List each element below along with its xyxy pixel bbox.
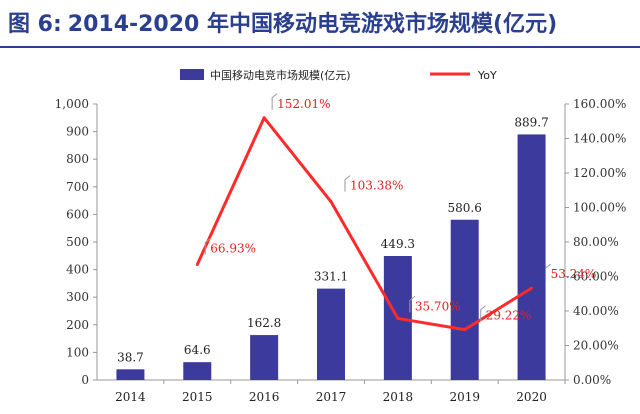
y-left-tick-label: 400: [66, 263, 89, 277]
bar: [116, 369, 145, 380]
yoy-value-label: 103.38%: [350, 179, 403, 193]
legend-line-label: YoY: [477, 69, 497, 82]
y-right-tick-label: 140.00%: [573, 132, 626, 146]
y-right-tick-label: 20.00%: [573, 339, 619, 353]
yoy-label-leader: [480, 305, 487, 322]
title-divider: [0, 46, 640, 48]
yoy-point: [396, 316, 400, 320]
bar-value-label: 38.7: [117, 350, 144, 364]
yoy-label-leader: [344, 175, 351, 192]
x-tick-label: 2015: [182, 390, 213, 404]
yoy-label-leader: [545, 263, 551, 281]
yoy-label-leader: [409, 296, 416, 313]
yoy-point: [530, 286, 534, 290]
bars: [116, 134, 546, 380]
data-labels: 38.7 64.6 162.8 331.1 449.3 580.6 889.7 66.93% 1…: [117, 93, 597, 364]
bar: [450, 219, 479, 380]
y-left-tick-label: 800: [66, 152, 89, 166]
y-left-tick-label: 100: [66, 345, 89, 359]
yoy-point: [463, 328, 467, 332]
x-tick-label: 2018: [383, 390, 414, 404]
yoy-point: [329, 200, 333, 204]
x-tick-label: 2017: [316, 390, 347, 404]
x-tick-label: 2016: [249, 390, 280, 404]
legend: 中国移动电竞市场规模(亿元) YoY: [180, 68, 497, 82]
y-left-tick-label: 200: [66, 318, 89, 332]
legend-bar-label: 中国移动电竞市场规模(亿元): [210, 68, 351, 82]
yoy-point: [262, 116, 266, 120]
y-right-tick-label: 160.00%: [573, 97, 626, 111]
bar: [250, 335, 279, 380]
y-left-tick-label: 700: [66, 180, 89, 194]
bar: [183, 362, 212, 380]
yoy-value-label: 29.22%: [486, 309, 532, 323]
y-right-tick-label: 60.00%: [573, 270, 619, 284]
yoy-point: [195, 263, 199, 267]
bar-value-label: 64.6: [184, 343, 211, 357]
yoy-value-label: 35.70%: [415, 299, 461, 313]
bar-value-label: 580.6: [448, 201, 482, 215]
bar-value-label: 889.7: [514, 115, 548, 129]
yoy-polyline: [195, 116, 533, 332]
figure-title: 图 6: 2014-2020 年中国移动电竞游戏市场规模(亿元): [8, 6, 557, 38]
y-right-tick-label: 120.00%: [573, 166, 626, 180]
y-left-tick-label: 900: [66, 125, 89, 139]
figure-title-text: 2014-2020 年中国移动电竞游戏市场规模(亿元): [67, 12, 558, 37]
legend-bar-swatch: [180, 69, 204, 80]
bar-value-label: 162.8: [247, 316, 281, 330]
y-left-tick-label: 500: [66, 235, 89, 249]
yoy-line: [195, 116, 534, 332]
y-right-tick-label: 80.00%: [573, 235, 619, 249]
y-left-tick-label: 300: [66, 290, 89, 304]
figure-label: 图 6:: [8, 12, 62, 37]
y-left-tick-label: 0: [81, 373, 89, 387]
yoy-value-label: 53.24%: [551, 267, 597, 281]
yoy-label-leader: [204, 238, 211, 255]
y-right-tick-label: 40.00%: [573, 304, 619, 318]
y-left-tick-label: 600: [66, 207, 89, 221]
y-right-tick-label: 0.00%: [573, 373, 611, 387]
y-left-tick-label: 1,000: [55, 97, 89, 111]
bar: [317, 288, 345, 380]
x-tick-label: 2019: [449, 390, 480, 404]
yoy-value-label: 66.93%: [210, 242, 256, 256]
bar-value-label: 449.3: [381, 237, 415, 251]
y-right-tick-label: 100.00%: [573, 201, 626, 215]
bar-value-label: 331.1: [314, 270, 348, 284]
x-tick-label: 2014: [115, 390, 146, 404]
x-tick-label: 2020: [516, 390, 547, 404]
axes: 0 100 200 300 400 500 600 700 800 900 1,000 0.00% 20…: [55, 97, 627, 404]
yoy-label-leader: [271, 93, 278, 110]
yoy-value-label: 152.01%: [277, 97, 330, 111]
bar: [517, 134, 546, 380]
